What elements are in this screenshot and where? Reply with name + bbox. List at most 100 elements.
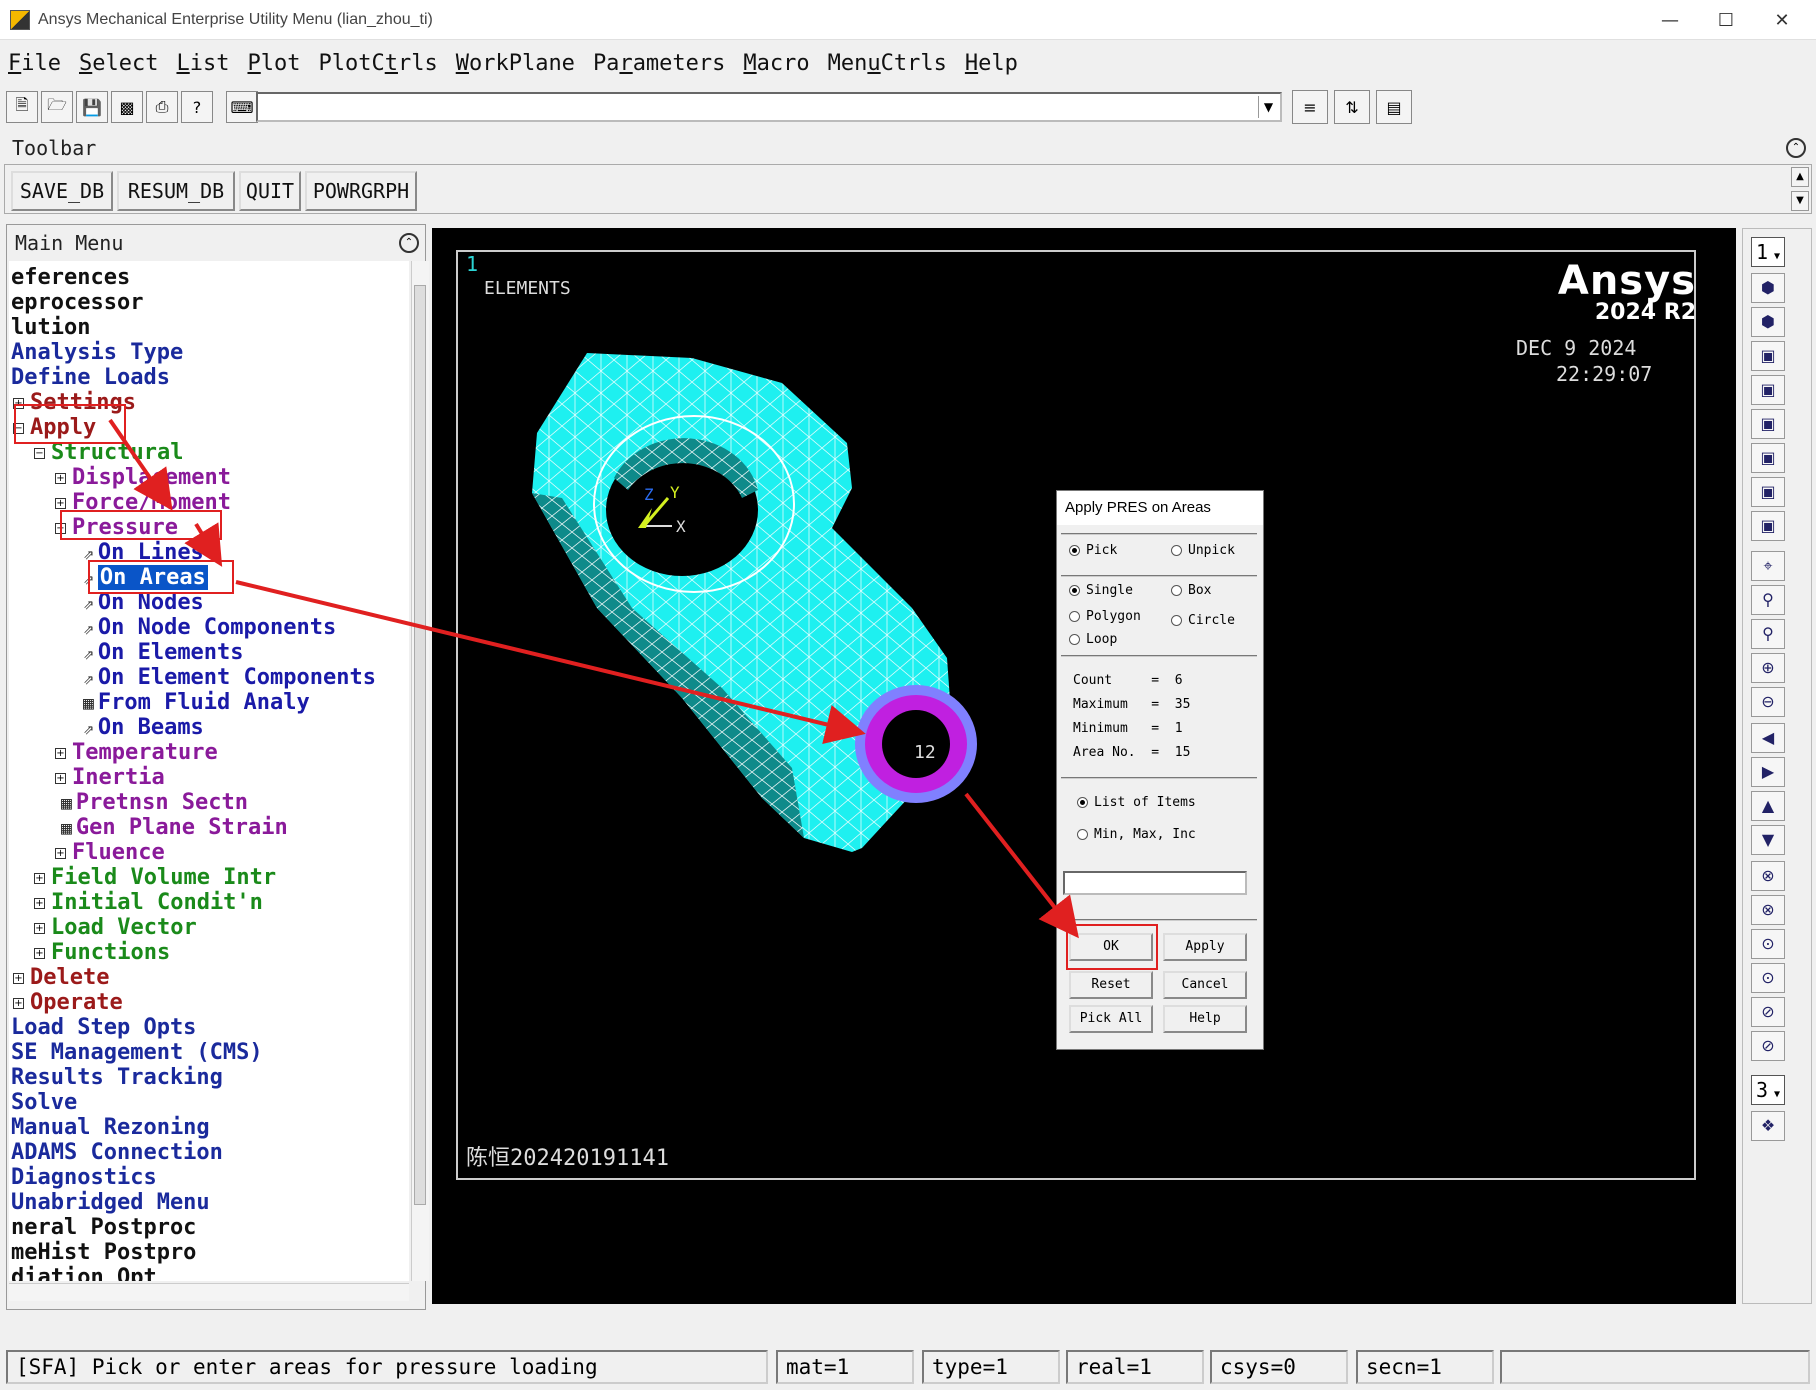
circle-radio[interactable]: Circle: [1171, 613, 1235, 628]
pan-down-icon[interactable]: ▼: [1751, 825, 1785, 855]
menu-Plot[interactable]: Plot: [247, 50, 301, 76]
menu-tree-item[interactable]: − Apply: [13, 415, 96, 440]
zoom-out-icon[interactable]: ⊖: [1751, 687, 1785, 717]
expand-icon[interactable]: +: [55, 472, 66, 484]
menu-tree-item[interactable]: ▦ From Fluid Analy: [83, 690, 310, 716]
menu-WorkPlane[interactable]: WorkPlane: [455, 50, 575, 76]
bottom-view-icon[interactable]: ▣: [1751, 511, 1785, 541]
open-folder-icon[interactable]: 🗁: [41, 91, 73, 123]
collapse-main-menu-icon[interactable]: ⌃: [399, 233, 419, 253]
menu-tree-item[interactable]: ▦ Pretnsn Sectn: [61, 790, 248, 816]
expand-icon[interactable]: +: [55, 497, 66, 509]
main-menu-hscroll[interactable]: [9, 1283, 409, 1301]
chevron-down-icon[interactable]: ▼: [1258, 96, 1278, 118]
quit-button[interactable]: QUIT: [239, 171, 301, 211]
right-view-icon[interactable]: ▣: [1751, 375, 1785, 405]
command-input[interactable]: ▼: [256, 92, 1282, 122]
menu-tree-item[interactable]: + Functions: [34, 940, 170, 965]
menu-File[interactable]: File: [8, 50, 61, 76]
menu-tree-item[interactable]: Solve: [11, 1090, 77, 1115]
window-select[interactable]: 1 ▼: [1751, 237, 1785, 267]
raise-hidden-icon[interactable]: ≡: [1292, 90, 1328, 124]
pan-up-icon[interactable]: ▲: [1751, 791, 1785, 821]
oblique-view-icon[interactable]: ⬢: [1751, 307, 1785, 337]
loop-radio[interactable]: Loop: [1069, 632, 1117, 647]
menu-Help[interactable]: Help: [964, 50, 1018, 76]
save-db-button[interactable]: SAVE_DB: [11, 171, 113, 211]
cancel-button[interactable]: Cancel: [1163, 971, 1247, 999]
scroll-thumb[interactable]: [414, 285, 426, 1205]
left-view-icon[interactable]: ▣: [1751, 477, 1785, 507]
dynamic-mode-icon[interactable]: ❖: [1751, 1111, 1785, 1141]
expand-icon[interactable]: +: [34, 872, 45, 884]
box-radio[interactable]: Box: [1171, 583, 1211, 598]
pan-left-icon[interactable]: ◀: [1751, 723, 1785, 753]
close-icon[interactable]: ✕: [1774, 9, 1790, 31]
rotate-y-plus-icon[interactable]: ⊙: [1751, 929, 1785, 959]
menu-tree-item[interactable]: ⇗ On Element Components: [83, 665, 376, 691]
zoom-icon[interactable]: ⚲: [1751, 585, 1785, 615]
main-menu-vscroll[interactable]: [411, 261, 429, 1281]
menu-tree-item[interactable]: + Delete: [13, 965, 109, 990]
pick-all-button[interactable]: Pick All: [1069, 1005, 1153, 1033]
menu-tree-item[interactable]: lution: [11, 315, 90, 340]
menu-tree-item[interactable]: eferences: [11, 265, 130, 290]
rotate-z-plus-icon[interactable]: ⊘: [1751, 997, 1785, 1027]
menu-tree-item[interactable]: Define Loads: [11, 365, 170, 390]
unpick-radio[interactable]: Unpick: [1171, 543, 1235, 558]
collapse-icon[interactable]: −: [13, 422, 24, 434]
contact-manager-icon[interactable]: ▤: [1376, 90, 1412, 124]
polygon-radio[interactable]: Polygon: [1069, 609, 1141, 624]
box-zoom-icon[interactable]: ⚲: [1751, 619, 1785, 649]
menu-tree-item[interactable]: Results Tracking: [11, 1065, 223, 1090]
reset-picking-icon[interactable]: ⇅: [1334, 90, 1370, 124]
help-button[interactable]: Help: [1163, 1005, 1247, 1033]
powrgrph-button[interactable]: POWRGRPH: [305, 171, 417, 211]
rotate-y-minus-icon[interactable]: ⊙: [1751, 963, 1785, 993]
back-view-icon[interactable]: ▣: [1751, 443, 1785, 473]
menu-PlotCtrls[interactable]: PlotCtrls: [318, 50, 438, 76]
collapse-toolbar-icon[interactable]: ⌃: [1786, 138, 1806, 158]
menu-tree-item[interactable]: Diagnostics: [11, 1165, 157, 1190]
fit-view-icon[interactable]: ⌖: [1751, 551, 1785, 581]
menu-tree-item[interactable]: ⇗ On Nodes: [83, 590, 204, 616]
zoom-in-icon[interactable]: ⊕: [1751, 653, 1785, 683]
list-of-items-radio[interactable]: List of Items: [1077, 795, 1196, 810]
expand-icon[interactable]: +: [13, 972, 24, 984]
menu-tree-item[interactable]: + Load Vector: [34, 915, 197, 940]
menu-Macro[interactable]: Macro: [743, 50, 810, 76]
menu-tree-item[interactable]: + Operate: [13, 990, 123, 1015]
rotate-x-plus-icon[interactable]: ⊗: [1751, 861, 1785, 891]
collapse-icon[interactable]: −: [34, 447, 45, 459]
expand-icon[interactable]: +: [34, 947, 45, 959]
menu-tree-item[interactable]: neral Postproc: [11, 1215, 196, 1240]
menu-Parameters[interactable]: Parameters: [592, 50, 726, 76]
rotate-x-minus-icon[interactable]: ⊗: [1751, 895, 1785, 925]
resum-db-button[interactable]: RESUM_DB: [117, 171, 235, 211]
maximize-icon[interactable]: ☐: [1717, 9, 1735, 31]
expand-icon[interactable]: +: [34, 897, 45, 909]
pick-radio[interactable]: Pick: [1069, 543, 1117, 558]
expand-icon[interactable]: +: [55, 772, 66, 784]
item-entry-input[interactable]: [1063, 871, 1247, 895]
menu-tree-item[interactable]: meHist Postpro: [11, 1240, 196, 1265]
front-view-icon[interactable]: ▣: [1751, 341, 1785, 371]
menu-tree-item[interactable]: ⇗ On Elements: [83, 640, 244, 666]
menu-tree-item[interactable]: + Displacement: [55, 465, 231, 490]
menu-Select[interactable]: Select: [79, 50, 159, 76]
expand-icon[interactable]: +: [55, 847, 66, 859]
ok-button[interactable]: OK: [1069, 933, 1153, 961]
help-icon[interactable]: ?: [181, 91, 213, 123]
scroll-up-icon[interactable]: ▲: [1791, 167, 1809, 187]
single-radio[interactable]: Single: [1069, 583, 1133, 598]
menu-tree-item[interactable]: ⇗ On Beams: [83, 715, 204, 741]
menu-tree-item[interactable]: eprocessor: [11, 290, 143, 315]
menu-tree-item[interactable]: ADAMS Connection: [11, 1140, 223, 1165]
isometric-view-icon[interactable]: ⬢: [1751, 273, 1785, 303]
top-view-icon[interactable]: ▣: [1751, 409, 1785, 439]
keyboard-icon[interactable]: ⌨: [226, 91, 258, 123]
expand-icon[interactable]: +: [13, 397, 24, 409]
menu-tree-item[interactable]: + Settings: [13, 390, 136, 415]
pan-right-icon[interactable]: ▶: [1751, 757, 1785, 787]
save-icon[interactable]: 💾: [76, 91, 108, 123]
